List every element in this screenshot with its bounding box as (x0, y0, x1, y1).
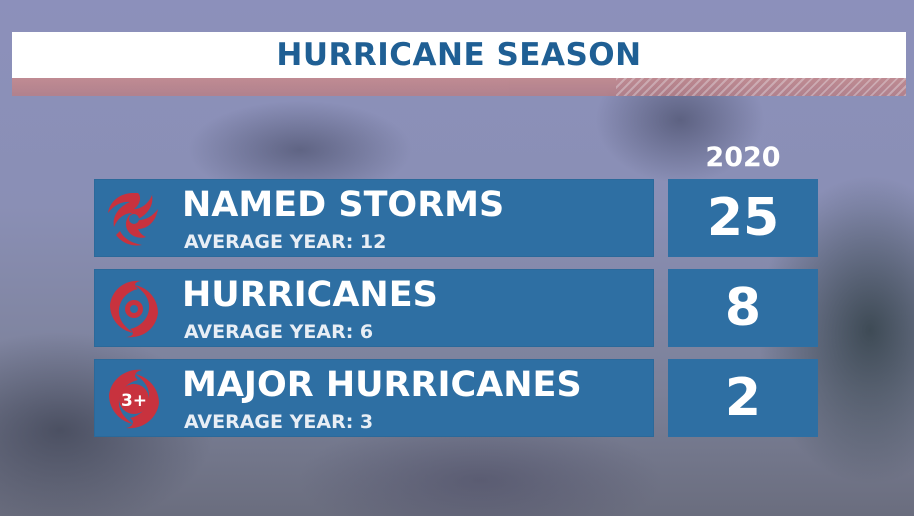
stat-row-named-storms: NAMED STORMS AVERAGE YEAR: 12 25 (94, 179, 818, 257)
average-year-label: AVERAGE YEAR: 3 (184, 411, 374, 433)
tropical-storm-symbol-icon (108, 193, 158, 246)
stat-row-major-hurricanes: 3+ MAJOR HURRICANES AVERAGE YEAR: 3 2 (94, 359, 818, 437)
value-panel: 25 (668, 179, 818, 257)
stat-row-hurricanes: HURRICANES AVERAGE YEAR: 6 8 (94, 269, 818, 347)
stat-value: 2 (724, 368, 762, 428)
average-year-label: AVERAGE YEAR: 6 (184, 321, 374, 343)
value-panel: 8 (668, 269, 818, 347)
average-year-label: AVERAGE YEAR: 12 (184, 231, 387, 253)
stat-value: 8 (724, 278, 762, 338)
stat-label: MAJOR HURRICANES (182, 365, 582, 405)
label-panel: 3+ MAJOR HURRICANES AVERAGE YEAR: 3 (94, 359, 654, 437)
title-accent-bar (12, 78, 906, 96)
hurricane-symbol-icon (110, 280, 158, 338)
value-panel: 2 (668, 359, 818, 437)
label-panel: NAMED STORMS AVERAGE YEAR: 12 (94, 179, 654, 257)
stat-label: HURRICANES (182, 275, 438, 315)
page-title: HURRICANE SEASON (276, 37, 642, 73)
title-banner: HURRICANE SEASON (12, 32, 906, 78)
major-hurricane-symbol-icon: 3+ (109, 369, 159, 429)
stat-value: 25 (706, 188, 780, 248)
stat-label: NAMED STORMS (182, 185, 505, 225)
year-label: 2020 (705, 142, 781, 173)
category-badge-text: 3+ (121, 391, 147, 411)
label-panel: HURRICANES AVERAGE YEAR: 6 (94, 269, 654, 347)
